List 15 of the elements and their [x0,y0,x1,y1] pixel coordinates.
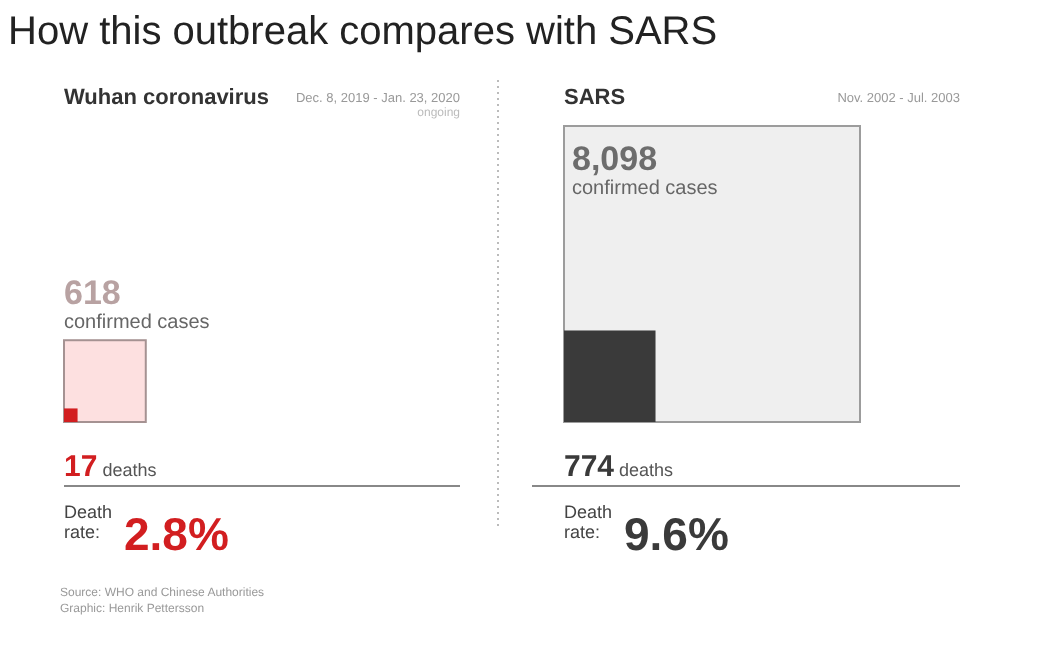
data-label: 618 [64,274,121,313]
text: Death rate: [64,502,113,542]
data-label: 8,098 [572,140,658,178]
category-label: confirmed cases [572,178,718,200]
text: Wuhan coronavirus [64,86,269,110]
data-label: 17 [64,450,98,484]
text: SARS [564,86,626,110]
text: 9.6% [624,508,729,560]
text: 2.8% [124,508,229,560]
text: How this outbreak compares with SARS [8,10,718,54]
category-label: deaths [614,460,675,480]
category-label: confirmed cases [64,312,210,335]
data-label: 774 [564,450,616,484]
category-label: deaths [97,460,158,480]
text: Death rate: [564,502,613,542]
